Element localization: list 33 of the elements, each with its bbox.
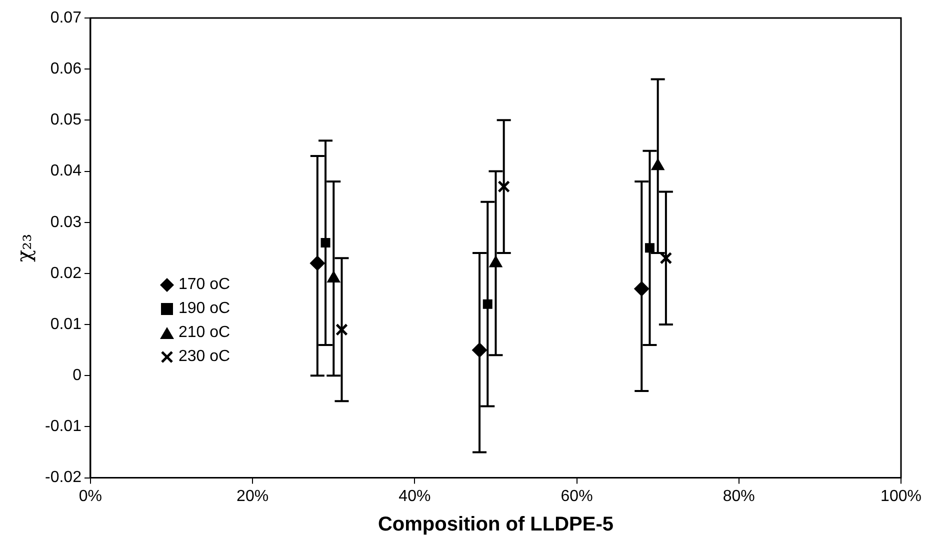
y-tick-label: 0.03 — [50, 214, 82, 231]
x-tick-label: 60% — [560, 488, 593, 505]
point — [310, 256, 325, 271]
legend-label: 210 oC — [178, 322, 230, 343]
y-tick-label: 0.05 — [50, 112, 82, 129]
y-tick-label: 0.02 — [50, 264, 82, 282]
point — [482, 299, 492, 309]
legend-label: 190 oC — [178, 298, 230, 319]
point — [489, 256, 502, 268]
point — [634, 281, 650, 296]
x-tick-label: 0% — [78, 488, 102, 505]
x-tick-label: 40% — [398, 488, 431, 505]
point — [327, 271, 340, 283]
x-tick-label: 80% — [722, 488, 755, 505]
y-tick-label: 0.04 — [50, 162, 82, 180]
y-tick-label: 0.06 — [50, 60, 82, 78]
y-tick-label: -0.02 — [45, 469, 82, 486]
y-axis-title: χ₂₃ — [12, 234, 36, 262]
point — [320, 238, 330, 248]
x-tick-label: 20% — [236, 488, 269, 505]
x-tick-label: 100% — [880, 488, 922, 505]
y-tick-label: 0 — [72, 367, 82, 384]
y-tick-label: 0.07 — [50, 9, 82, 26]
point — [651, 158, 664, 170]
x-axis-title: Composition of LLDPE-5 — [378, 514, 614, 536]
point — [644, 243, 654, 253]
point — [498, 180, 510, 193]
y-tick-label: 0.01 — [50, 316, 82, 333]
point — [472, 342, 488, 358]
point — [336, 323, 348, 336]
legend-label: 230 oC — [178, 346, 230, 367]
legend-label: 170 oC — [178, 274, 230, 295]
y-tick-label: -0.01 — [45, 418, 82, 436]
